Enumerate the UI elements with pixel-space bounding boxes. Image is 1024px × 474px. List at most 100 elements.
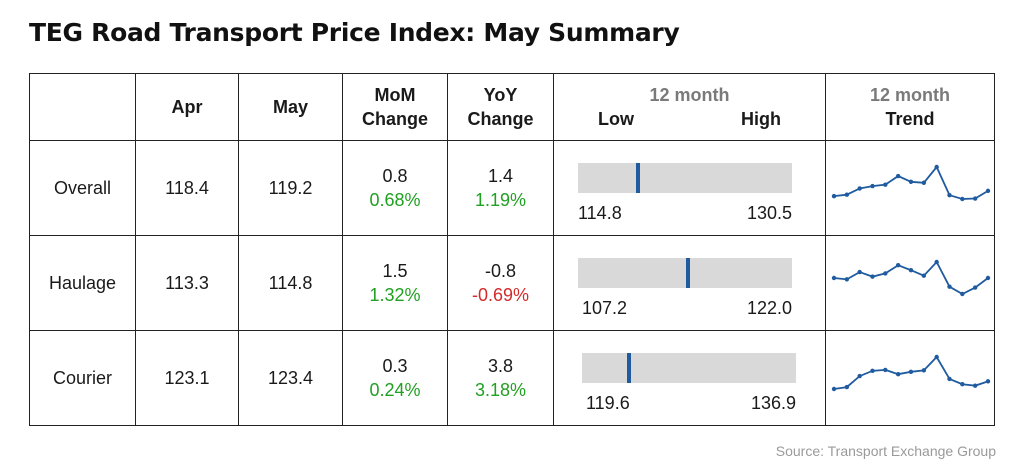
corner-cell (29, 73, 136, 141)
trend-point (844, 192, 850, 197)
mom-percent: 0.68% (369, 190, 421, 210)
yoy-cell: 1.4 1.19% (447, 140, 554, 236)
col-header-trend-bottom: Trend (885, 109, 935, 129)
trend-point (947, 376, 952, 382)
trend-point (960, 291, 965, 297)
trend-point (870, 368, 875, 374)
source-note: Source: Transport Exchange Group (775, 443, 996, 459)
may-value: 123.4 (238, 330, 343, 426)
yoy-value: -0.8 (484, 261, 517, 281)
trend-point (908, 179, 914, 185)
range-high-value: 122.0 (746, 298, 792, 318)
yoy-percent: -0.69% (471, 285, 530, 305)
trend-point (908, 369, 914, 375)
trend-point (895, 173, 901, 179)
yoy-cell: -0.8 -0.69% (447, 235, 554, 331)
mom-cell: 0.8 0.68% (342, 140, 448, 236)
range-cell: 119.6 136.9 (553, 330, 826, 426)
trend-point (921, 368, 927, 373)
trend-point (870, 183, 875, 189)
col-header-mom-line2: Change (361, 109, 428, 129)
range-current-marker (685, 258, 690, 288)
col-header-yoy-line1: YoY (483, 85, 518, 105)
col-header-may: May (238, 73, 343, 141)
yoy-value: 1.4 (487, 166, 514, 186)
mom-cell: 1.5 1.32% (342, 235, 448, 331)
mom-value: 1.5 (382, 261, 408, 281)
trend-point (934, 354, 939, 360)
trend-point (960, 382, 965, 387)
summary-table: Apr May MoM Change YoY Change 12 month L… (29, 73, 995, 426)
yoy-cell: 3.8 3.18% (447, 330, 554, 426)
trend-point (883, 367, 888, 373)
col-header-trend-top: 12 month (869, 85, 950, 105)
range-low-value: 119.6 (586, 393, 630, 413)
trend-point (960, 196, 965, 202)
trend-point (985, 275, 991, 281)
mom-percent: 1.32% (369, 285, 421, 305)
col-header-range: 12 month Low High (553, 73, 826, 141)
trend-point (947, 284, 952, 289)
range-high-value: 130.5 (746, 203, 792, 223)
table-row-haulage: Haulage 113.3 114.8 1.5 1.32% -0.8 -0.69… (29, 235, 995, 331)
table-row-overall: Overall 118.4 119.2 0.8 0.68% 1.4 1.19% … (29, 140, 995, 236)
header-row: Apr May MoM Change YoY Change 12 month L… (29, 73, 995, 141)
trend-point (985, 188, 991, 194)
row-label: Courier (29, 330, 136, 426)
may-value: 114.8 (238, 235, 343, 331)
col-header-mom: MoM Change (342, 73, 448, 141)
col-header-trend: 12 month Trend (825, 73, 995, 141)
trend-point (972, 196, 978, 201)
col-header-range-lohi: Low High (554, 107, 825, 131)
range-bar (578, 163, 792, 193)
trend-cell (825, 140, 995, 236)
range-cell: 114.8 130.5 (553, 140, 826, 236)
trend-sparkline (831, 164, 991, 202)
col-header-apr: Apr (135, 73, 239, 141)
col-header-yoy-line2: Change (467, 109, 534, 129)
trend-point (895, 263, 901, 268)
trend-point (895, 371, 901, 377)
yoy-percent: 3.18% (474, 380, 527, 400)
col-header-range-top: 12 month (649, 85, 730, 105)
may-value: 119.2 (238, 140, 343, 236)
trend-point (883, 182, 888, 187)
mom-value: 0.8 (382, 166, 408, 186)
range-bar (582, 353, 796, 383)
trend-point (972, 285, 978, 290)
trend-line (833, 260, 989, 296)
trend-cell (825, 330, 995, 426)
trend-point (985, 379, 991, 384)
col-header-range-high: High (741, 109, 781, 129)
yoy-value: 3.8 (487, 356, 514, 376)
trend-sparkline (831, 354, 991, 392)
row-label: Overall (29, 140, 136, 236)
trend-point (831, 193, 837, 199)
trend-point (857, 269, 862, 275)
apr-value: 113.3 (135, 235, 239, 331)
trend-point (831, 386, 837, 392)
col-header-yoy: YoY Change (447, 73, 554, 141)
trend-point (921, 273, 927, 278)
range-current-marker (627, 353, 631, 383)
range-cell: 107.2 122.0 (553, 235, 826, 331)
col-header-range-low: Low (598, 109, 634, 129)
trend-point (921, 180, 927, 185)
trend-point (908, 268, 914, 273)
trend-point (857, 186, 862, 191)
apr-value: 118.4 (135, 140, 239, 236)
mom-value: 0.3 (382, 356, 408, 376)
yoy-percent: 1.19% (474, 190, 527, 210)
apr-value: 123.1 (135, 330, 239, 426)
col-header-mom-line1: MoM (374, 85, 416, 105)
page-title: TEG Road Transport Price Index: May Summ… (29, 18, 680, 47)
trend-point (934, 259, 939, 265)
trend-point (831, 275, 837, 281)
range-low-value: 107.2 (582, 298, 628, 318)
row-label: Haulage (29, 235, 136, 331)
trend-point (844, 384, 850, 390)
trend-point (844, 277, 850, 282)
mom-percent: 0.24% (369, 380, 421, 400)
trend-point (857, 373, 862, 379)
trend-point (934, 164, 939, 170)
